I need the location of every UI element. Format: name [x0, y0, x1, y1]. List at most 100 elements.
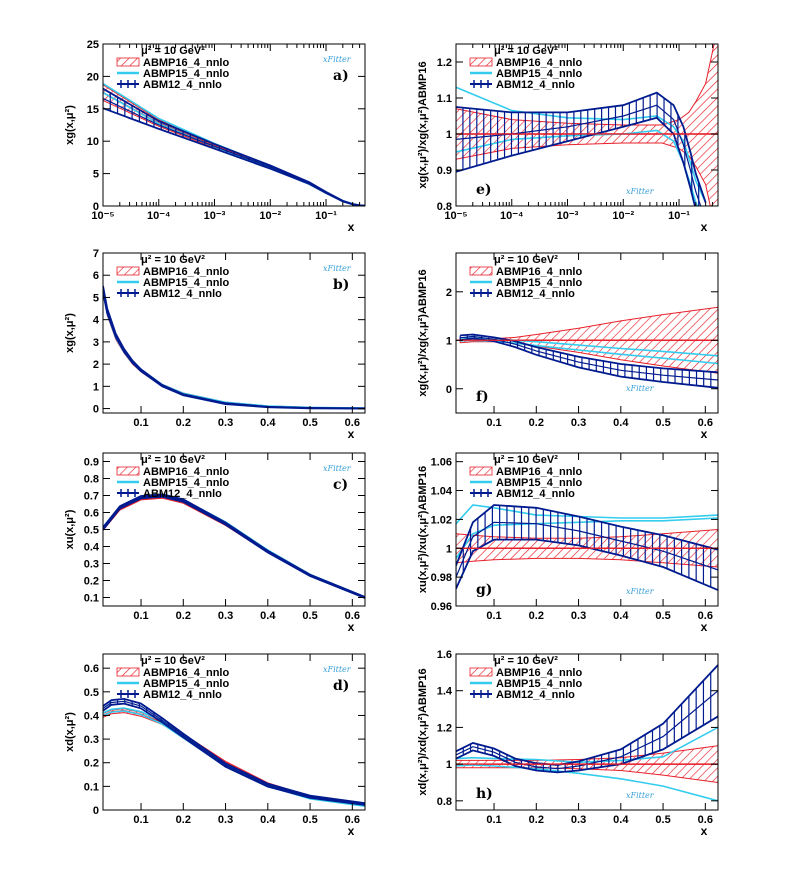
- series-ABM12_4_nnlo-e: [456, 91, 707, 206]
- x-tick-label: 0.4: [260, 814, 276, 826]
- x-axis-label: x: [348, 427, 355, 441]
- x-tick-label: 10⁻⁵: [444, 210, 467, 222]
- legend-label: ABMP16_4_nnlo: [496, 266, 582, 278]
- panel-e: 10⁻⁵ 10⁻⁴ 10⁻³ 10⁻² 10⁻¹ 0.8 0.9 1 1.1 1.2 x xg(x,μ…: [417, 43, 719, 234]
- upper-line-ABMP15_4_nnlo: [103, 82, 365, 206]
- legend-symbol-ABM12_4_nnlo: [117, 289, 139, 297]
- legend-swatch: [116, 667, 140, 677]
- y-tick-label: 1: [446, 129, 452, 141]
- y-axis-label: xg(x,μ²)/xg(x,μ²)ABMP16: [417, 269, 429, 396]
- legend-symbol-ABM12_4_nnlo: [470, 289, 492, 297]
- legend-label: ABMP15_4_nnlo: [143, 678, 229, 690]
- y-tick-label: 1.2: [437, 57, 452, 69]
- panel-g: 0.1 0.2 0.3 0.4 0.5 0.60.960.9811.021.041.06x…: [417, 452, 719, 634]
- y-tick-label: 0.9: [84, 457, 99, 469]
- series-ABMP16_4_nnlo-a: [103, 84, 365, 206]
- x-tick-label: 0.3: [571, 814, 586, 826]
- central-line-ABM12_4_nnlo: [103, 97, 365, 206]
- y-tick-label: 2: [446, 287, 452, 299]
- series-ABMP16_4_nnlo-b: [103, 287, 365, 410]
- xfitter-logo: xFitter: [323, 665, 352, 674]
- panel-label: a): [333, 68, 349, 84]
- panel-label: f): [476, 389, 489, 405]
- x-tick-label: 0.6: [698, 610, 713, 622]
- y-tick-label: 7: [93, 248, 99, 260]
- legend-g: μ² = 10 GeV²ABMP16_4_nnloABMP15_4_nnloAB…: [469, 454, 582, 500]
- y-tick-label: 1: [446, 759, 452, 771]
- axes-frame-d: [102, 653, 366, 811]
- legend-symbol-ABM12_4_nnlo: [117, 489, 139, 497]
- y-tick-label: 0.4: [84, 710, 100, 722]
- legend-symbol-ABMP16_4_nnlo: [469, 266, 493, 276]
- x-tick-label: 10⁻²: [259, 210, 281, 222]
- legend-title: μ² = 10 GeV²: [141, 454, 205, 466]
- y-axis-label: xd(x,μ²): [64, 712, 76, 752]
- legend-label: ABM12_4_nnlo: [143, 488, 222, 500]
- central-line-ABM12_4_nnlo: [460, 335, 718, 381]
- panel-label: g): [476, 582, 492, 598]
- y-tick-label: 0.8: [84, 474, 99, 486]
- upper-line-ABM12_4_nnlo: [103, 697, 365, 804]
- legend-label: ABMP16_4_nnlo: [143, 57, 229, 69]
- plot-area-h: [456, 664, 718, 802]
- y-tick-label: 3: [93, 337, 99, 349]
- legend-c: μ² = 10 GeV²ABMP16_4_nnloABMP15_4_nnloAB…: [116, 454, 229, 500]
- y-tick-label: 0.5: [84, 525, 99, 537]
- central-line-ABM12_4_nnlo: [456, 690, 718, 770]
- legend-symbol-ABMP16_4_nnlo: [116, 57, 140, 67]
- panel-f: 0.1 0.2 0.3 0.4 0.5 0.6 0 1 2 x xg(x,μ²)/xg(x,μ²)A…: [417, 252, 719, 441]
- x-tick-label: 0.2: [176, 610, 191, 622]
- series-ABMP15_4_nnlo-b: [103, 287, 365, 410]
- x-tick-label: 0.2: [529, 814, 544, 826]
- legend-e: μ² = 10 GeV²ABMP16_4_nnloABMP15_4_nnloAB…: [469, 45, 582, 91]
- legend-b: μ² = 10 GeV²ABMP16_4_nnloABMP15_4_nnloAB…: [116, 254, 229, 300]
- series-ABM12_4_nnlo-f: [459, 333, 718, 389]
- legend-swatch: [116, 266, 140, 276]
- y-tick-label: 0.1: [84, 781, 99, 793]
- x-tick-label: 0.6: [345, 417, 360, 429]
- legend-h: μ² = 10 GeV²ABMP16_4_nnloABMP15_4_nnloAB…: [469, 655, 582, 701]
- legend-symbol-ABM12_4_nnlo: [470, 80, 492, 88]
- lower-line-ABM12_4_nnlo: [103, 702, 365, 806]
- series-ABM12_4_nnlo-b: [103, 285, 365, 410]
- y-axis-label: xd(x,μ²)/xd(x,μ²)ABMP16: [417, 668, 429, 795]
- series-ABMP16_4_nnlo-d: [103, 708, 365, 807]
- x-tick-label: 0.2: [176, 417, 191, 429]
- error-band-ABMP16_4_nnlo: [103, 708, 365, 807]
- y-tick-label: 1.4: [437, 686, 453, 698]
- legend-swatch: [469, 667, 493, 677]
- y-tick-label: 1.2: [437, 722, 452, 734]
- lower-line-ABMP15_4_nnlo: [103, 710, 365, 807]
- legend-label: ABMP16_4_nnlo: [143, 466, 229, 478]
- y-tick-label: 0.3: [84, 559, 99, 571]
- series-ABMP15_4_nnlo-a: [103, 82, 365, 206]
- x-tick-label: 10⁻¹: [668, 210, 690, 222]
- lower-line-ABM12_4_nnlo: [103, 495, 365, 599]
- x-tick-label: 0.1: [486, 610, 501, 622]
- legend-symbol-ABMP16_4_nnlo: [116, 266, 140, 276]
- xfitter-logo: xFitter: [323, 55, 352, 64]
- lower-line-ABMP15_4_nnlo: [103, 291, 365, 410]
- y-tick-label: 15: [87, 104, 99, 116]
- plot-area-c: [103, 493, 365, 599]
- x-axis-label: x: [348, 220, 355, 234]
- legend-a: μ² = 10 GeV²ABMP16_4_nnloABMP15_4_nnloAB…: [116, 45, 229, 91]
- error-band-ABMP16_4_nnlo: [103, 84, 365, 206]
- x-tick-label: 0.4: [613, 814, 629, 826]
- legend-label: ABMP16_4_nnlo: [496, 466, 582, 478]
- y-tick-label: 0.2: [84, 576, 99, 588]
- x-tick-label: 10⁻³: [557, 210, 579, 222]
- central-line-ABMP16_4_nnlo: [103, 709, 365, 807]
- legend-d: μ² = 10 GeV²ABMP16_4_nnloABMP15_4_nnloAB…: [116, 655, 229, 701]
- x-axis-label: x: [701, 220, 708, 234]
- x-axis-label: x: [701, 824, 708, 838]
- lower-line-ABM12_4_nnlo: [103, 291, 365, 410]
- x-tick-label: 0.6: [698, 417, 713, 429]
- x-axis-label: x: [701, 427, 708, 441]
- y-tick-label: 0.4: [84, 542, 100, 554]
- y-tick-label: 1.6: [437, 649, 452, 661]
- legend-label: ABM12_4_nnlo: [496, 79, 575, 91]
- x-tick-label: 0.2: [529, 417, 544, 429]
- plot-area-e: [456, 44, 718, 206]
- central-line-ABM12_4_nnlo: [103, 288, 365, 409]
